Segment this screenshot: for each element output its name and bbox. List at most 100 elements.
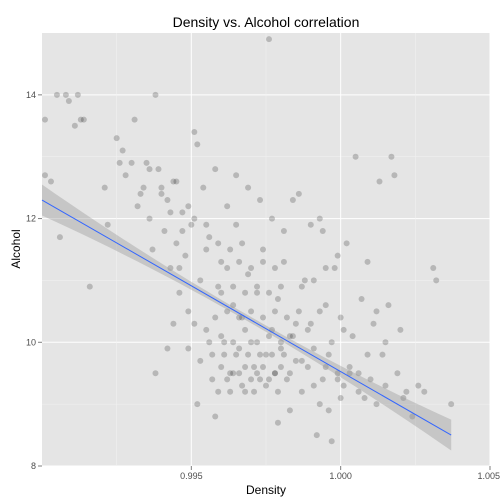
data-point [200,184,207,191]
data-point [268,215,275,222]
data-point [328,339,335,346]
data-point [236,345,243,352]
data-point [233,221,240,228]
data-point [41,116,48,123]
data-point [206,234,213,241]
data-point [364,351,371,358]
grid-lines [42,33,491,467]
data-point [218,289,225,296]
data-point [397,326,404,333]
data-point [170,320,177,327]
data-point [286,370,293,377]
data-point [227,246,234,253]
data-point [310,277,317,284]
data-point [149,246,156,253]
data-point [203,221,210,228]
data-point [295,308,302,315]
data-point [254,289,261,296]
data-point [233,351,240,358]
data-point [254,283,261,290]
data-point [224,265,231,272]
data-point [263,351,269,358]
data-point [254,370,261,377]
data-point [403,388,410,395]
data-point [245,351,252,358]
data-point [304,364,311,371]
data-point [248,308,255,315]
data-point [134,203,141,210]
data-point [230,370,237,377]
data-point [212,413,219,420]
data-point [155,166,162,173]
data-point [388,153,395,160]
data-point [370,320,377,327]
data-point [385,302,392,309]
data-point [260,314,267,321]
data-point [304,326,311,333]
y-tick-label: 10 [26,337,36,347]
data-point [248,265,255,272]
data-point [265,36,272,43]
data-point [280,258,287,265]
data-point [209,351,216,358]
data-point [230,302,237,309]
y-tick-label: 14 [26,90,36,100]
data-point [140,184,147,191]
data-point [263,382,269,389]
data-point [415,382,422,389]
data-point [283,314,290,321]
data-point [283,376,290,383]
data-point [206,339,213,346]
data-point [167,209,174,216]
data-point [292,320,299,327]
data-point [65,98,72,105]
data-point [352,153,359,160]
data-point [194,401,201,408]
data-point [286,407,293,414]
data-point [271,370,278,377]
data-point [119,147,126,154]
data-point [212,166,219,173]
data-point [409,413,416,420]
data-point [245,184,252,191]
y-tick-label: 8 [31,461,36,471]
data-point [367,376,374,383]
data-point [173,178,180,185]
data-point [298,283,305,290]
data-point [358,295,365,302]
data-point [257,197,264,204]
data-point [221,339,228,346]
data-point [340,382,347,389]
data-point [295,190,302,197]
data-point [328,438,335,445]
data-point [197,357,204,364]
data-point [146,215,153,222]
data-point [260,364,267,371]
data-point [185,345,192,352]
data-point [242,388,249,395]
data-point [382,339,389,346]
data-point [260,258,267,265]
data-point [53,91,60,98]
data-point [212,314,219,321]
data-point [179,227,186,234]
data-point [448,401,455,408]
axis-ticks: 8 10 12 14 0.995 1.000 1.005 [26,90,500,481]
data-point [164,345,171,352]
data-point [433,277,440,284]
data-point [265,376,272,383]
data-points [41,36,455,445]
data-point [334,370,341,377]
data-point [251,364,258,371]
data-point [319,227,326,234]
data-point [361,394,368,401]
data-point [391,172,398,179]
data-point [152,91,159,98]
data-point [355,370,362,377]
data-point [334,376,341,383]
data-point [197,277,204,284]
data-point [265,289,272,296]
data-point [265,333,272,340]
